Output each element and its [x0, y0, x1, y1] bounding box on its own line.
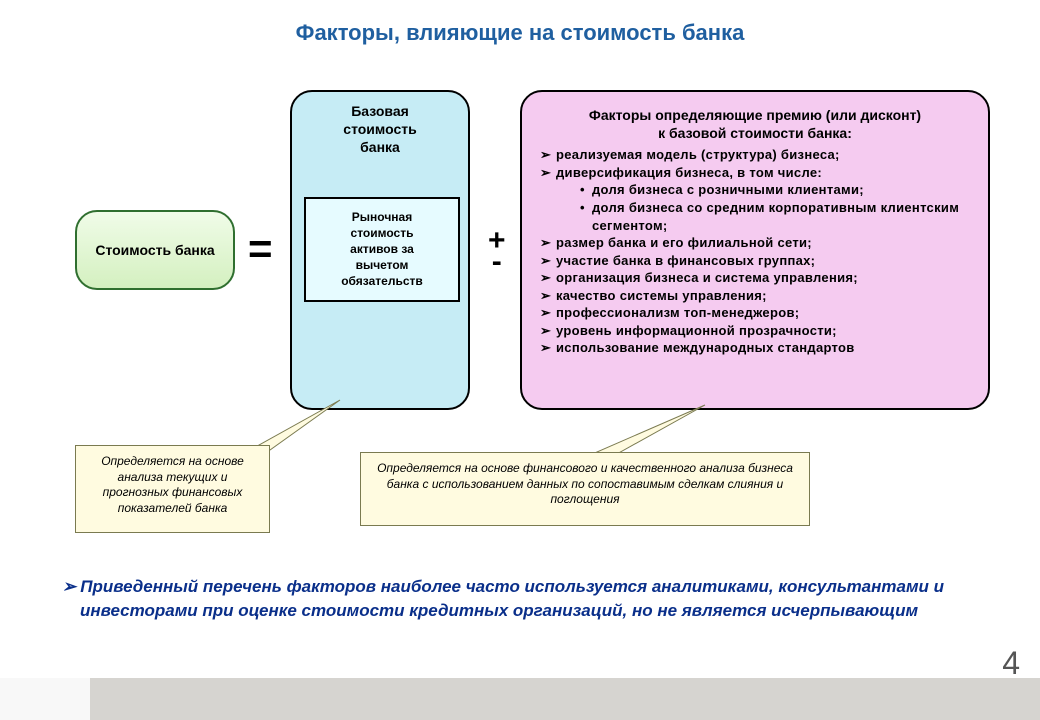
factor-item: реализуемая модель (структура) бизнеса; [540, 146, 970, 164]
equals-sign: = [248, 225, 273, 272]
factor-item: участие банка в финансовых группах; [540, 252, 970, 270]
callout-left: Определяется на основе анализа текущих и… [75, 445, 270, 533]
base-title-l3: банка [360, 139, 400, 155]
page-number: 4 [1002, 645, 1020, 682]
footer-left-block [0, 678, 90, 720]
base-inner-l5: обязательств [341, 274, 423, 288]
value-box: Стоимость банка [75, 210, 235, 290]
base-title-l2: стоимость [343, 121, 416, 137]
factor-subitem: доля бизнеса с розничными клиентами; [580, 181, 970, 199]
factors-title: Факторы определяющие премию (или дисконт… [540, 106, 970, 142]
plus-minus-operator: + - [488, 230, 506, 272]
factor-item: использование международных стандартов [540, 339, 970, 357]
summary-content: Приведенный перечень факторов наиболее ч… [80, 577, 944, 620]
factor-item: уровень информационной прозрачности; [540, 322, 970, 340]
base-title: Базовая стоимость банка [304, 102, 456, 157]
factor-item: организация бизнеса и система управления… [540, 269, 970, 287]
factors-box: Факторы определяющие премию (или дисконт… [520, 90, 990, 410]
base-inner-box: Рыночная стоимость активов за вычетом об… [304, 197, 460, 302]
base-title-l1: Базовая [351, 103, 409, 119]
base-inner-l1: Рыночная [352, 210, 412, 224]
factors-title-l1: Факторы определяющие премию (или дисконт… [589, 107, 921, 123]
factor-item: качество системы управления; [540, 287, 970, 305]
arrow-bullet-icon: ➢ [62, 575, 76, 599]
value-box-label: Стоимость банка [95, 242, 214, 258]
minus-sign: - [492, 245, 502, 278]
callout-right-text: Определяется на основе финансового и кач… [377, 461, 793, 506]
factors-title-l2: к базовой стоимости банка: [658, 125, 852, 141]
base-inner-l3: активов за [350, 242, 414, 256]
factor-item: размер банка и его филиальной сети; [540, 234, 970, 252]
footer-bar [0, 678, 1040, 720]
equals-operator: = [248, 228, 273, 270]
factor-sublist: доля бизнеса с розничными клиентами; дол… [556, 181, 970, 234]
slide-container: Факторы, влияющие на стоимость банка Сто… [0, 0, 1040, 720]
factor-item-label: диверсификация бизнеса, в том числе: [556, 165, 822, 180]
factor-item: профессионализм топ-менеджеров; [540, 304, 970, 322]
factor-item: диверсификация бизнеса, в том числе: дол… [540, 164, 970, 234]
summary-text: ➢Приведенный перечень факторов наиболее … [80, 575, 960, 623]
factor-subitem: доля бизнеса со средним корпоративным кл… [580, 199, 970, 234]
callout-right: Определяется на основе финансового и кач… [360, 452, 810, 526]
base-value-box: Базовая стоимость банка Рыночная стоимос… [290, 90, 470, 410]
factors-list: реализуемая модель (структура) бизнеса; … [540, 146, 970, 357]
base-inner-l2: стоимость [351, 226, 414, 240]
callout-left-text: Определяется на основе анализа текущих и… [101, 454, 244, 515]
base-inner-l4: вычетом [356, 258, 409, 272]
slide-title: Факторы, влияющие на стоимость банка [0, 20, 1040, 46]
